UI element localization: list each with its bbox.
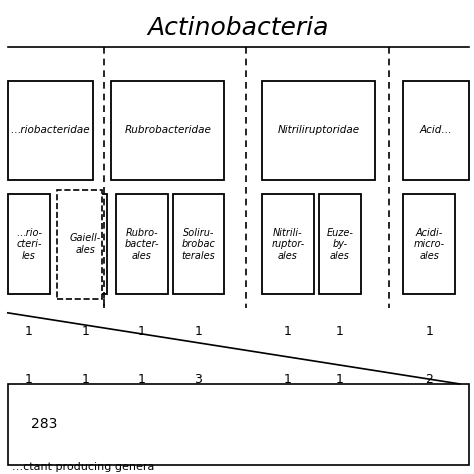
FancyBboxPatch shape: [403, 194, 455, 294]
Text: 1: 1: [425, 325, 433, 338]
FancyBboxPatch shape: [403, 81, 469, 180]
Text: Actinobacteria: Actinobacteria: [148, 17, 329, 40]
Text: Acidi-
micro-
ales: Acidi- micro- ales: [414, 228, 445, 261]
Text: Nitrili-
ruptor-
ales: Nitrili- ruptor- ales: [271, 228, 305, 261]
Text: 1: 1: [284, 325, 292, 338]
Text: 1: 1: [82, 325, 90, 338]
Text: 1: 1: [194, 325, 202, 338]
FancyBboxPatch shape: [8, 81, 92, 180]
FancyBboxPatch shape: [8, 194, 50, 294]
Text: 1: 1: [336, 325, 344, 338]
Text: Rubrobacteridae: Rubrobacteridae: [125, 125, 211, 136]
Text: 1: 1: [138, 325, 146, 338]
Text: 283: 283: [31, 417, 58, 431]
Text: 1: 1: [25, 373, 33, 386]
FancyBboxPatch shape: [57, 190, 102, 299]
Text: Soliru-
brobac
terales: Soliru- brobac terales: [182, 228, 216, 261]
FancyBboxPatch shape: [319, 194, 361, 294]
Text: Rubro-
bacter-
ales: Rubro- bacter- ales: [125, 228, 159, 261]
Text: …riobacteridae: …riobacteridae: [10, 125, 90, 136]
Text: 1: 1: [82, 373, 90, 386]
FancyBboxPatch shape: [111, 81, 224, 180]
Text: 1: 1: [138, 373, 146, 386]
Text: 1: 1: [336, 373, 344, 386]
FancyBboxPatch shape: [8, 384, 469, 465]
FancyBboxPatch shape: [173, 194, 224, 294]
Text: Nitriliruptoridae: Nitriliruptoridae: [278, 125, 360, 136]
FancyBboxPatch shape: [262, 194, 314, 294]
Text: …rio-
cteri-
les: …rio- cteri- les: [16, 228, 42, 261]
Text: 2: 2: [425, 373, 433, 386]
Text: …ctant producing genera: …ctant producing genera: [12, 462, 155, 472]
Text: Gaiell-
ales: Gaiell- ales: [70, 233, 101, 255]
Text: Acid…: Acid…: [420, 125, 453, 136]
FancyBboxPatch shape: [64, 194, 107, 294]
Text: 3: 3: [194, 373, 202, 386]
Text: 1: 1: [25, 325, 33, 338]
FancyBboxPatch shape: [116, 194, 168, 294]
Text: 1: 1: [284, 373, 292, 386]
Text: Euze-
by-
ales: Euze- by- ales: [327, 228, 353, 261]
FancyBboxPatch shape: [262, 81, 375, 180]
